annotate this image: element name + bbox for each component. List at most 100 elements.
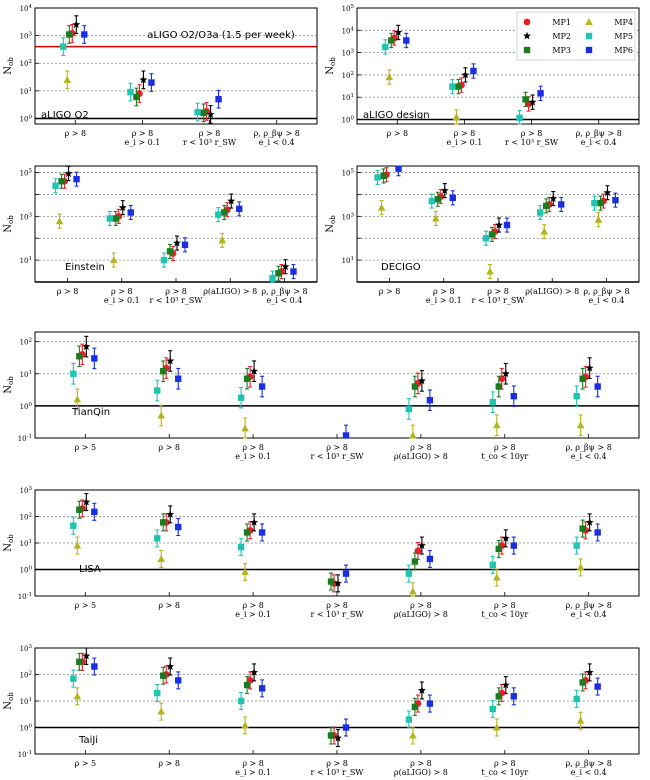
data-point-mp3: [160, 513, 167, 532]
marker-mp4: [492, 723, 501, 731]
marker-mp3: [488, 231, 496, 238]
y-tick-label: 102: [20, 671, 32, 680]
x-tick-label: e_i > 0.1: [104, 296, 140, 305]
marker-mp3: [495, 545, 502, 553]
marker-mp4: [73, 541, 82, 549]
marker-mp5: [237, 394, 245, 401]
x-tick-label: ρ > 8: [326, 601, 348, 610]
marker-mp3: [380, 172, 387, 180]
data-point-mp6: [215, 89, 222, 109]
x-tick-label: e_i > 0.1: [125, 138, 161, 147]
y-tick-label: 101: [20, 539, 32, 548]
x-tick-label: e_i < 0.4: [267, 296, 303, 305]
x-tick-label: ρ(aLIGO) > 8: [203, 287, 257, 296]
x-tick-label: ρ > 5: [75, 443, 97, 452]
marker-mp2: [64, 169, 73, 177]
data-point-mp4: [409, 726, 417, 745]
data-point-mp5: [489, 391, 496, 414]
marker-mp5: [52, 182, 59, 189]
x-tick-label: e_i < 0.4: [571, 610, 607, 619]
data-point-mp5: [573, 536, 580, 555]
marker-mp6: [510, 542, 517, 549]
x-tick-label: e_i > 0.1: [235, 768, 271, 777]
data-point-mp2: [173, 235, 181, 251]
data-point-mp4: [409, 582, 417, 597]
marker-mp5: [573, 695, 580, 703]
marker-mp6: [236, 205, 243, 213]
y-tick-label: 104: [20, 4, 33, 13]
data-point-mp2: [206, 105, 215, 124]
legend-label: MP3: [552, 46, 571, 55]
x-tick-label: e_i > 0.1: [235, 610, 271, 619]
plot-frame: [34, 331, 640, 439]
data-point-mp3: [579, 519, 586, 538]
data-point-mp5: [237, 386, 245, 409]
marker-mp6: [426, 700, 434, 707]
data-point-mp6: [403, 32, 410, 49]
marker-mp4: [385, 73, 394, 81]
marker-mp4: [73, 395, 82, 403]
data-point-mp6: [537, 85, 544, 101]
marker-mp4: [63, 75, 72, 83]
data-point-mp5: [573, 689, 580, 708]
data-point-mp2: [417, 536, 426, 555]
x-tick-label: e_i > 0.1: [426, 296, 462, 305]
marker-mp2: [118, 203, 127, 212]
data-point-mp3: [455, 78, 462, 95]
marker-mp4: [431, 214, 440, 222]
marker-mp5: [591, 199, 598, 207]
data-point-mp2: [334, 574, 342, 593]
x-tick-label: ρ > 8: [242, 759, 264, 768]
marker-mp3: [76, 658, 83, 666]
marker-mp6: [342, 724, 350, 731]
marker-mp4: [576, 563, 585, 571]
data-point-mp4: [576, 414, 585, 437]
y-tick-label: 103: [20, 644, 33, 653]
data-point-mp2: [166, 505, 175, 524]
data-point-mp3: [66, 25, 73, 44]
marker-mp3: [327, 578, 335, 585]
data-point-mp5: [405, 398, 413, 420]
x-tick-label: ρ > 8: [494, 443, 516, 452]
marker-mp2: [82, 651, 91, 660]
x-tick-label: e_i < 0.4: [589, 296, 625, 305]
y-tick-label: 101: [20, 697, 32, 706]
marker-mp6: [395, 165, 402, 172]
marker-mp3: [58, 178, 65, 185]
marker-mp2: [334, 733, 342, 742]
data-point-mp5: [70, 669, 77, 688]
data-point-mp2: [82, 335, 91, 358]
panel-title: aLIGO design: [363, 110, 430, 121]
data-point-mp2: [461, 67, 470, 83]
y-tick-label: 103: [20, 32, 33, 41]
marker-mp3: [160, 519, 167, 526]
marker-mp3: [579, 525, 586, 532]
data-point-mp2: [82, 647, 91, 666]
marker-mp3: [275, 270, 282, 277]
x-tick-label: r < 10³ r_SW: [471, 296, 525, 305]
x-tick-label: r < 10³ r_SW: [505, 138, 559, 147]
marker-mp6: [470, 67, 477, 75]
y-axis-title: Nob: [3, 692, 15, 710]
marker-mp3: [133, 93, 140, 101]
data-point-mp2: [250, 513, 259, 532]
y-axis-title: Nob: [325, 215, 337, 233]
marker-mp2: [250, 518, 259, 526]
marker-mp2: [139, 75, 148, 84]
x-tick-label: ρ(aLIGO) > 8: [394, 452, 448, 461]
x-tick-label: ρ > 8: [64, 129, 86, 138]
marker-mp5: [154, 535, 161, 542]
y-axis: 10-1 100 101 102: [18, 338, 639, 443]
data-point-mp2: [394, 24, 403, 41]
marker-mp4: [109, 256, 118, 264]
data-point-mp3: [160, 666, 167, 685]
data-point-mp5: [154, 379, 161, 402]
marker-mp4: [241, 721, 249, 729]
marker-mp5: [382, 43, 389, 51]
data-point-mp3: [133, 87, 140, 107]
data-point-mp4: [492, 568, 501, 587]
marker-mp3: [200, 109, 207, 117]
marker-mp5: [537, 209, 544, 216]
data-point-mp4: [409, 424, 417, 439]
marker-mp2: [501, 369, 510, 378]
